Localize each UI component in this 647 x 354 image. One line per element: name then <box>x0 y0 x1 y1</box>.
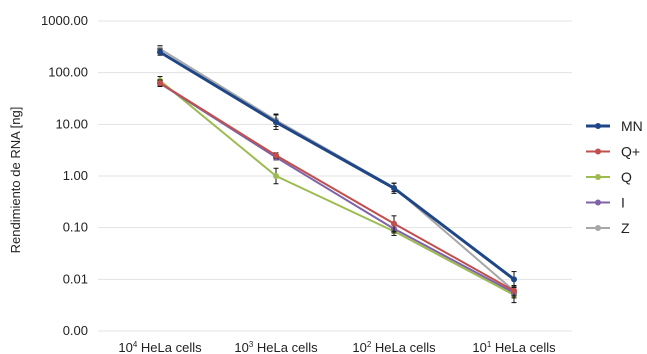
legend-swatch-marker <box>595 199 601 206</box>
y-tick-label: 0.01 <box>63 271 88 286</box>
data-point <box>157 80 163 87</box>
y-tick-label: 1000.00 <box>41 13 88 28</box>
x-tick-text: HeLa cells <box>253 340 318 354</box>
legend-swatch-marker <box>595 123 601 129</box>
legend-swatch-marker <box>595 174 601 180</box>
x-tick-exponent: 2 <box>367 340 372 349</box>
legend-label: Q <box>621 169 632 185</box>
legend-item-z: Z <box>586 220 630 236</box>
legend-item-q-plus: Q+ <box>586 144 640 160</box>
legend-label: I <box>621 195 625 211</box>
data-point <box>511 287 517 294</box>
legend-label: MN <box>621 118 643 134</box>
y-tick-label: 100.00 <box>48 65 88 80</box>
data-point <box>391 185 397 192</box>
y-tick-label: 0.00 <box>63 323 88 338</box>
data-point <box>157 49 163 56</box>
data-point <box>273 152 279 159</box>
data-point <box>391 220 397 227</box>
legend-swatch-marker <box>595 148 601 155</box>
series-line <box>159 79 515 296</box>
x-tick-exponent: 1 <box>487 340 492 349</box>
series-line <box>159 50 515 281</box>
data-point <box>273 173 279 179</box>
legend-label: Z <box>621 220 630 236</box>
x-tick-exponent: 3 <box>249 340 254 349</box>
x-tick-base: 10 <box>234 340 248 354</box>
legend-item-i: I <box>586 195 625 211</box>
x-tick-label: 101 HeLa cells <box>472 340 556 354</box>
y-axis-label: Rendimiento de RNA [ng] <box>8 107 23 254</box>
x-axis-ticks: 104 HeLa cells 103 HeLa cells 102 HeLa cel… <box>118 340 556 354</box>
x-tick-base: 10 <box>352 340 366 354</box>
series-i <box>157 79 517 299</box>
grid-lines <box>98 20 572 332</box>
y-tick-label: 1.00 <box>63 168 88 183</box>
series-q-plus <box>157 79 517 297</box>
x-tick-text: HeLa cells <box>137 340 202 354</box>
data-point <box>273 119 279 126</box>
legend-label: Q+ <box>621 144 640 160</box>
x-tick-base: 10 <box>472 340 486 354</box>
x-tick-text: HeLa cells <box>371 340 436 354</box>
x-tick-label: 102 HeLa cells <box>352 340 436 354</box>
legend-item-mn: MN <box>586 118 643 134</box>
series-line <box>159 82 515 292</box>
y-axis-ticks: 0.00 0.01 0.10 1.00 10.00 100.00 1000.00 <box>41 13 88 338</box>
x-tick-label: 104 HeLa cells <box>118 340 202 354</box>
legend: MN Q+ QIZ <box>586 118 643 236</box>
x-tick-base: 10 <box>118 340 132 354</box>
y-tick-label: 0.10 <box>63 220 88 235</box>
x-tick-exponent: 4 <box>133 340 138 349</box>
legend-item-q: Q <box>586 169 632 185</box>
x-tick-label: 103 HeLa cells <box>234 340 318 354</box>
y-tick-label: 10.00 <box>55 116 88 131</box>
series-lines <box>157 45 517 304</box>
x-tick-text: HeLa cells <box>491 340 556 354</box>
series-mn <box>157 48 517 288</box>
data-point <box>511 276 517 283</box>
legend-swatch-marker <box>595 225 601 231</box>
